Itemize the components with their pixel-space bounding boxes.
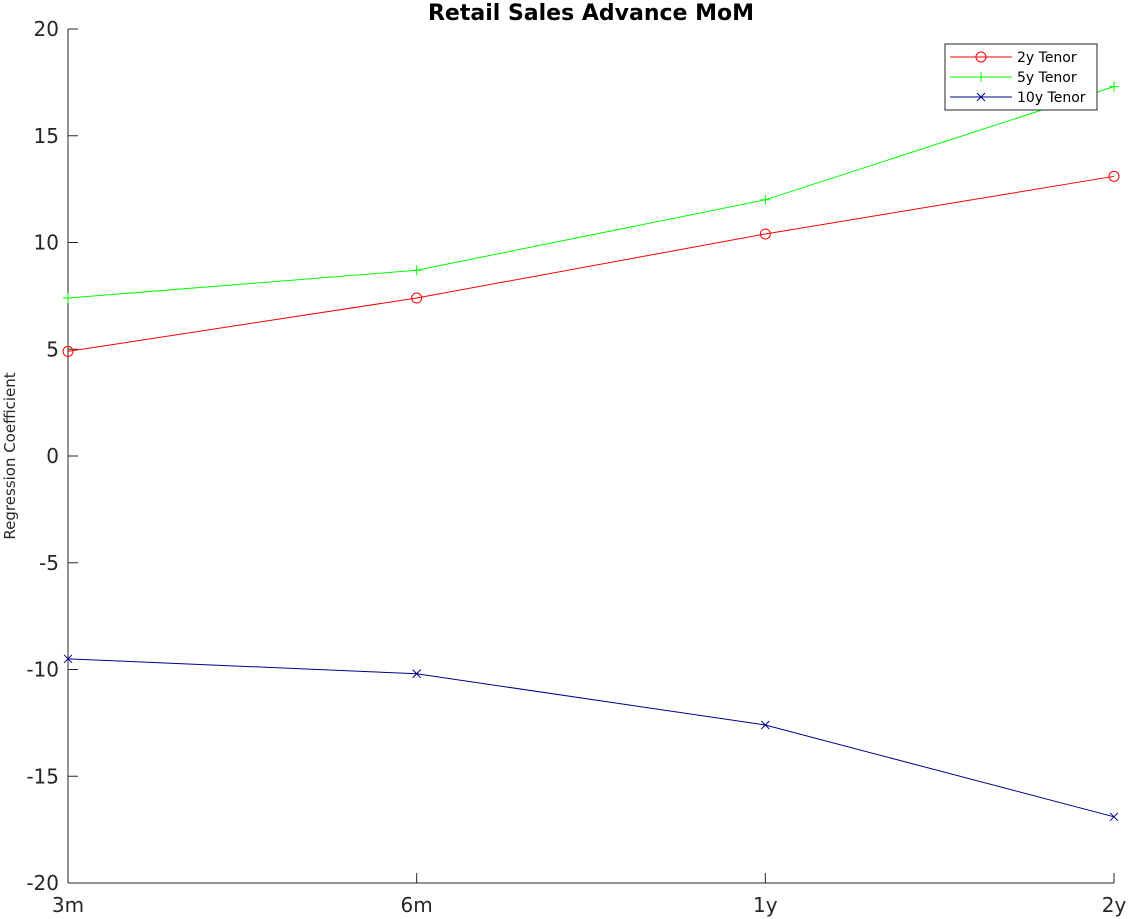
x-tick-label: 2y (1102, 893, 1127, 917)
y-tick-label: -10 (26, 658, 59, 682)
legend-marker (976, 92, 986, 102)
data-point (759, 228, 771, 240)
data-point (62, 345, 74, 357)
series-group (63, 654, 1119, 822)
y-tick-label: 0 (46, 444, 59, 468)
series-line (67, 86, 1115, 299)
series-layer (62, 81, 1120, 822)
y-tick-label: 5 (46, 337, 59, 361)
y-tick-label: 15 (34, 124, 59, 148)
data-point (411, 265, 422, 276)
data-point (1109, 812, 1119, 822)
legend-label: 2y Tenor (1017, 50, 1077, 66)
legend-marker (975, 51, 987, 63)
x-tick-label: 6m (401, 893, 433, 917)
series-line (67, 175, 1115, 352)
x-tick-label: 1y (753, 893, 778, 917)
series-line (67, 658, 1115, 818)
marker-stroke (760, 720, 770, 730)
y-tick-label: 10 (34, 231, 59, 255)
legend-item: 5y Tenor (950, 70, 1077, 86)
data-point (1109, 81, 1119, 92)
data-point (760, 194, 771, 205)
data-point (412, 669, 422, 679)
data-point (411, 292, 423, 304)
marker-stroke (1109, 812, 1119, 822)
axes: -20 -15 -10 -5 0 5 10 15 20 3m 6m 1y 2y (26, 17, 1126, 917)
legend-item: 10y Tenor (950, 90, 1086, 106)
y-tick-label: -5 (39, 551, 59, 575)
data-point (63, 654, 73, 664)
legend-marker (976, 72, 986, 82)
data-point (63, 293, 73, 304)
data-point (760, 720, 770, 730)
data-point (1108, 170, 1120, 182)
legend-item: 2y Tenor (950, 50, 1077, 66)
legend-label: 10y Tenor (1017, 90, 1086, 106)
series-group (62, 170, 1120, 357)
marker-stroke (63, 654, 73, 664)
y-tick-label: -20 (26, 871, 59, 895)
y-axis-label: Regression Coefficient (1, 372, 19, 539)
series-group (63, 81, 1119, 304)
marker-stroke (976, 92, 986, 102)
legend-label: 5y Tenor (1017, 70, 1077, 86)
y-tick-label: -15 (26, 764, 59, 788)
legend: 2y Tenor 5y Tenor 10y Tenor (944, 43, 1098, 111)
x-tick-label: 3m (52, 893, 84, 917)
marker-stroke (412, 669, 422, 679)
chart-title: Retail Sales Advance MoM (428, 1, 754, 26)
y-tick-label: 20 (34, 17, 59, 41)
